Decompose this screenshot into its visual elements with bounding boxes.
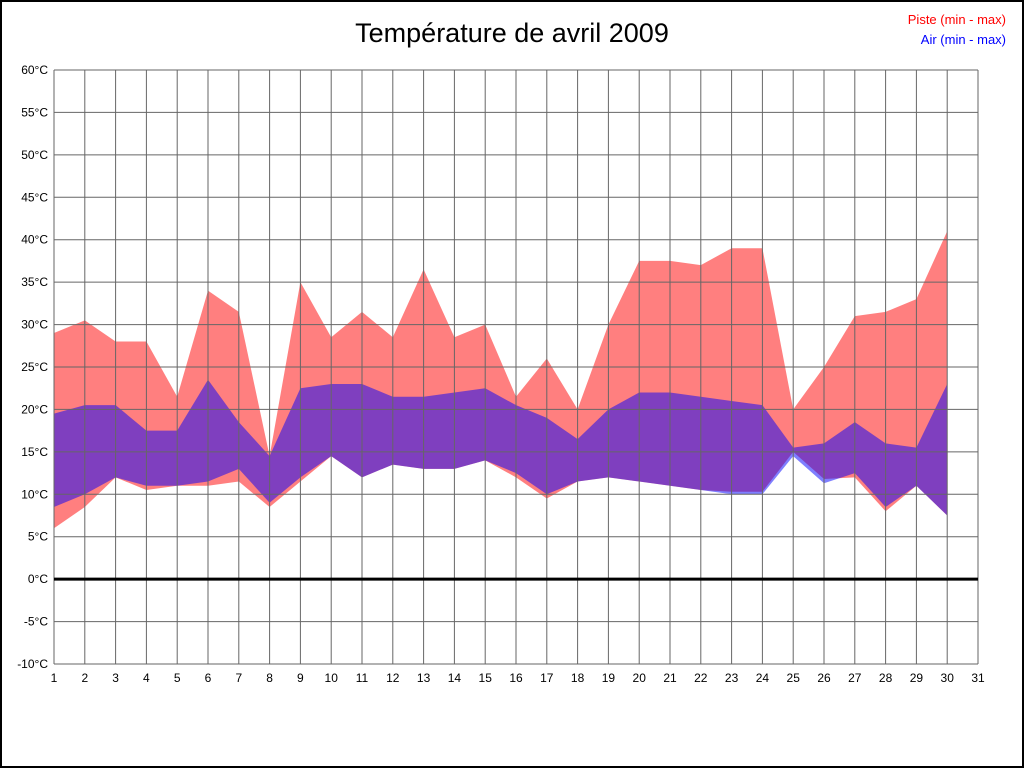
x-tick-label: 3 [112,671,119,685]
x-tick-label: 20 [633,671,647,685]
x-tick-label: 4 [143,671,150,685]
y-tick-label: 5°C [28,530,48,544]
x-tick-label: 9 [297,671,304,685]
x-tick-label: 11 [356,671,369,685]
x-tick-label: 31 [971,671,985,685]
x-tick-label: 30 [941,671,955,685]
y-tick-label: -10°C [17,657,48,671]
x-tick-label: 17 [540,671,554,685]
x-tick-label: 10 [325,671,339,685]
x-tick-label: 13 [417,671,431,685]
y-tick-label: 30°C [21,318,48,332]
y-tick-label: -5°C [24,615,48,629]
y-tick-label: 55°C [21,105,48,119]
y-tick-label: 45°C [21,190,48,204]
x-tick-label: 16 [509,671,523,685]
x-tick-label: 6 [205,671,212,685]
x-tick-label: 22 [694,671,708,685]
y-tick-label: 20°C [21,402,48,416]
x-tick-label: 21 [663,671,677,685]
x-tick-label: 8 [266,671,273,685]
legend-air-label: Air (min - max) [920,32,1006,47]
x-tick-label: 1 [51,671,58,685]
x-tick-label: 27 [848,671,862,685]
x-tick-label: 29 [910,671,924,685]
y-tick-label: 60°C [21,63,48,77]
x-tick-label: 15 [479,671,493,685]
y-tick-label: 25°C [21,360,48,374]
x-tick-label: 19 [602,671,616,685]
x-tick-label: 7 [235,671,242,685]
y-tick-label: 10°C [21,487,48,501]
legend-piste-label: Piste (min - max) [907,12,1006,27]
chart-legend: Piste (min - max) Air (min - max) [908,10,1006,50]
x-tick-label: 5 [174,671,181,685]
x-tick-label: 25 [787,671,801,685]
x-tick-label: 12 [386,671,400,685]
y-tick-label: 15°C [21,445,48,459]
chart-title: Température de avril 2009 [355,18,669,48]
x-tick-label: 23 [725,671,739,685]
x-tick-label: 28 [879,671,893,685]
x-tick-label: 26 [817,671,831,685]
x-tick-label: 2 [81,671,88,685]
y-tick-label: 35°C [21,275,48,289]
y-tick-label: 40°C [21,233,48,247]
air-band [54,379,948,516]
x-tick-label: 24 [756,671,770,685]
y-tick-label: 0°C [28,572,48,586]
x-tick-label: 14 [448,671,462,685]
y-tick-label: 50°C [21,148,48,162]
x-tick-label: 18 [571,671,585,685]
